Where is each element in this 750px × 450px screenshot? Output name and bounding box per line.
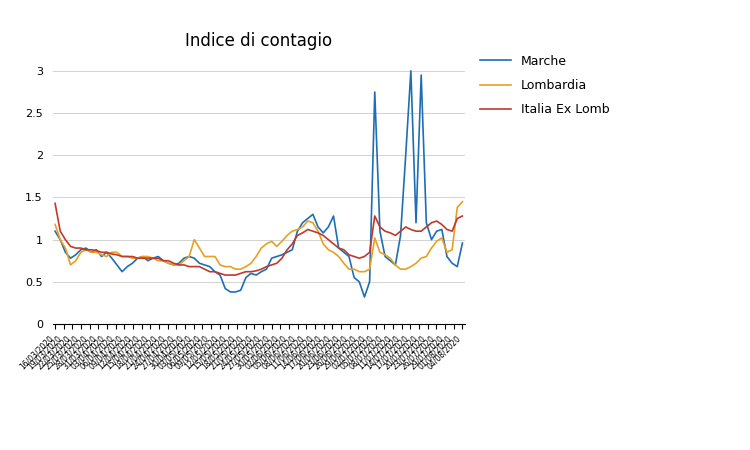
Lombardia [293,227,302,232]
Marche [422,220,430,225]
Italia Ex Lomb [220,272,230,278]
Marche [406,68,416,73]
Legend: Marche, Lombardia, Italia Ex Lomb: Marche, Lombardia, Italia Ex Lomb [479,55,609,117]
Marche [231,289,240,295]
Line: Marche: Marche [55,71,463,297]
Lombardia [298,224,307,230]
Italia Ex Lomb [319,233,328,238]
Italia Ex Lomb [417,229,426,234]
Italia Ex Lomb [298,230,307,236]
Lombardia [50,222,59,227]
Italia Ex Lomb [303,227,312,232]
Marche [360,294,369,300]
Italia Ex Lomb [236,270,245,276]
Lombardia [231,266,240,272]
Italia Ex Lomb [50,201,59,206]
Marche [329,213,338,219]
Line: Italia Ex Lomb: Italia Ex Lomb [55,203,463,275]
Marche [314,224,322,230]
Italia Ex Lomb [334,245,344,251]
Lombardia [458,199,467,204]
Italia Ex Lomb [458,213,467,219]
Marche [50,229,59,234]
Marche [298,220,307,225]
Marche [293,229,302,234]
Lombardia [355,269,364,274]
Title: Indice di contagio: Indice di contagio [185,32,332,50]
Line: Lombardia: Lombardia [55,202,463,272]
Lombardia [314,229,322,234]
Lombardia [417,256,426,261]
Marche [458,240,467,246]
Lombardia [329,250,338,255]
